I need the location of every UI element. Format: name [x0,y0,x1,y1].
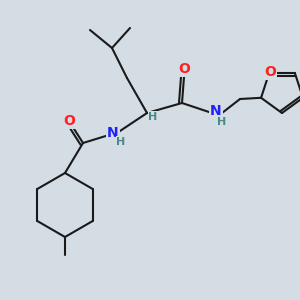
Text: N: N [210,104,222,118]
Text: H: H [218,117,226,127]
Text: O: O [178,62,190,76]
Text: N: N [107,126,119,140]
Text: H: H [148,112,158,122]
Text: O: O [264,65,276,79]
Text: O: O [63,114,75,128]
Text: H: H [116,137,126,147]
